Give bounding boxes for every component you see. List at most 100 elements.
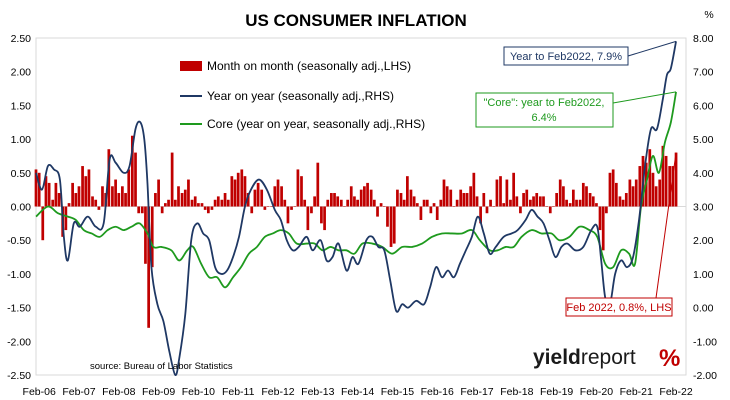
mom-bar: [300, 176, 303, 207]
mom-bar: [558, 179, 562, 207]
mom-bar: [654, 186, 658, 207]
mom-bar: [509, 199, 512, 207]
mom-bar: [555, 193, 558, 207]
right-tick-label: -1.00: [693, 336, 717, 348]
mom-bar: [595, 203, 598, 207]
mom-bar: [581, 182, 585, 207]
mom-bar: [293, 206, 297, 207]
mom-bar: [167, 199, 170, 207]
mom-bar: [396, 189, 399, 207]
legend-label-core: Core (year on year, seasonally adj.,RHS): [207, 117, 425, 131]
mom-bar: [51, 199, 55, 207]
mom-bar: [121, 186, 124, 207]
mom-bar: [568, 203, 572, 207]
mom-bar: [648, 149, 652, 207]
mom-bar: [117, 193, 121, 207]
mom-bar: [326, 199, 330, 207]
mom-bar: [402, 199, 406, 207]
mom-bar: [346, 199, 350, 207]
mom-bar: [280, 186, 283, 207]
mom-bar: [349, 186, 353, 207]
x-tick-label: Feb-19: [540, 386, 573, 398]
legend-label-mom: Month on month (seasonally adj.,LHS): [207, 59, 411, 73]
left-tick-label: -1.50: [7, 303, 31, 315]
right-tick-label: 3.00: [693, 202, 714, 214]
right-tick-label: 8.00: [693, 33, 714, 45]
mom-bar: [535, 193, 539, 207]
mom-bar: [515, 196, 519, 207]
annotation-box-core: [475, 92, 614, 128]
annotation-text-yoy: Year to Feb2022, 7.9%: [510, 51, 622, 63]
mom-bar: [415, 203, 419, 207]
mom-bar: [389, 206, 393, 247]
mom-bar: [392, 206, 396, 244]
left-tick-label: 1.00: [11, 134, 32, 146]
mom-bar: [137, 206, 141, 214]
mom-bar: [290, 206, 293, 210]
x-tick-label: Feb-21: [620, 386, 653, 398]
mom-bar: [598, 206, 602, 231]
mom-bar: [296, 169, 300, 207]
mom-bar: [565, 199, 568, 207]
mom-bar: [233, 179, 237, 207]
mom-bar: [369, 189, 373, 207]
mom-bar: [336, 196, 340, 207]
mom-bar: [256, 182, 260, 207]
mom-bar: [270, 206, 273, 207]
mom-bar: [545, 206, 549, 207]
mom-bar: [668, 166, 672, 207]
mom-bar: [170, 152, 174, 207]
mom-bar: [578, 199, 582, 207]
mom-bar: [469, 186, 473, 207]
mom-bar: [671, 166, 675, 207]
mom-bar: [187, 179, 190, 207]
mom-bar: [180, 193, 184, 207]
mom-bar: [64, 206, 68, 231]
mom-bar: [197, 203, 200, 207]
mom-bar: [263, 206, 267, 210]
mom-bar: [548, 206, 552, 214]
left-tick-label: 2.00: [11, 67, 32, 79]
mom-bar: [44, 176, 48, 207]
mom-bar: [107, 149, 111, 207]
mom-bar: [618, 196, 622, 207]
mom-bar: [140, 206, 144, 214]
x-tick-label: Feb-20: [580, 386, 613, 398]
right-tick-label: 6.00: [693, 100, 714, 112]
mom-bar: [406, 176, 409, 207]
mom-bar: [452, 206, 456, 207]
left-tick-label: -2.00: [7, 336, 31, 348]
mom-bar: [273, 186, 277, 207]
right-tick-label: -2.00: [693, 370, 717, 382]
mom-bar: [459, 189, 463, 207]
mom-bar: [226, 199, 230, 207]
mom-bar: [419, 206, 423, 220]
x-tick-label: Feb-15: [381, 386, 414, 398]
mom-bar: [213, 199, 217, 207]
mom-bar: [455, 199, 459, 207]
x-tick-label: Feb-08: [102, 386, 135, 398]
mom-bar: [499, 176, 502, 207]
mom-bar: [611, 169, 615, 207]
mom-bar: [130, 135, 134, 207]
mom-bar: [624, 193, 628, 207]
mom-bar: [552, 206, 555, 207]
mom-bar: [429, 206, 433, 214]
mom-bar: [485, 206, 489, 214]
mom-bar: [333, 193, 336, 207]
mom-bar: [203, 206, 207, 210]
x-tick-label: Feb-18: [500, 386, 533, 398]
annotation-leader-core: [612, 91, 677, 104]
mom-bar: [154, 193, 157, 207]
logo-wordmark: yieldreport: [533, 346, 636, 369]
annotation-leader-mom: [655, 152, 677, 299]
mom-bar: [359, 189, 363, 207]
mom-bar: [124, 193, 127, 207]
percent-logo-icon: %: [659, 345, 680, 372]
annotation-mom: Feb 2022, 0.8%, LHS: [565, 152, 677, 317]
mom-bar: [216, 196, 220, 207]
mom-bar: [366, 182, 369, 207]
left-axis-ticks: 2.50 2.00 1.50 1.00 0.50 0.00 -0.50 -1.00 -1.50 -…: [7, 33, 31, 382]
mom-bar: [532, 196, 535, 207]
